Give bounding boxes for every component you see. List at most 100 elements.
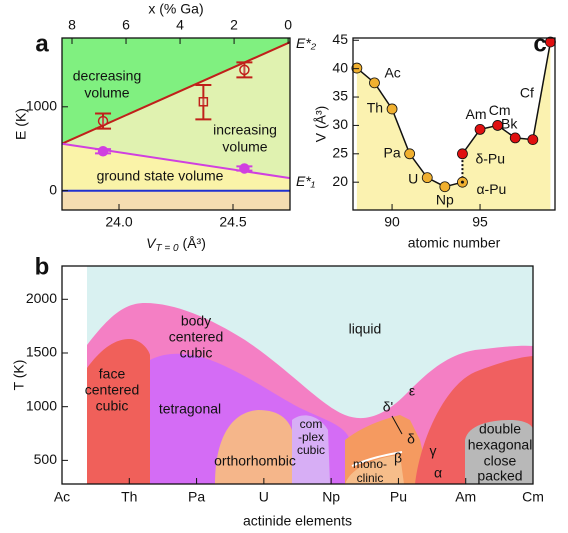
x-tick-label: 24.5 bbox=[219, 214, 246, 230]
y-tick-label: 30 bbox=[332, 116, 348, 132]
plot-frame bbox=[352, 37, 556, 211]
phase-label: mono- bbox=[353, 457, 387, 471]
marker bbox=[457, 148, 468, 160]
point-label: δ-Pu bbox=[475, 151, 505, 167]
area-fill bbox=[356, 41, 551, 210]
x-tick-label: 90 bbox=[384, 214, 400, 230]
phase-label: δ' bbox=[383, 399, 393, 415]
phase-label: liquid bbox=[349, 321, 382, 337]
x-axis-label-unit: (Å³) bbox=[183, 235, 206, 251]
y-tick-label: 45 bbox=[332, 31, 348, 47]
marker bbox=[97, 115, 109, 127]
phase-label: double bbox=[479, 421, 521, 437]
point-label: Bk bbox=[501, 116, 518, 132]
phase-label: com bbox=[300, 417, 323, 431]
x-tick-label: 24.0 bbox=[105, 214, 132, 230]
x2-tick-label: 0 bbox=[284, 17, 292, 33]
annotation: volume bbox=[84, 85, 129, 101]
marker bbox=[509, 132, 521, 144]
marker bbox=[492, 120, 504, 131]
marker bbox=[198, 97, 209, 107]
x-tick-label: Ac bbox=[54, 489, 70, 505]
panel-letter: c bbox=[533, 30, 546, 57]
y-tick-label: 40 bbox=[332, 59, 348, 75]
marker bbox=[439, 181, 451, 193]
marker bbox=[474, 123, 486, 135]
annotation: ground state volume bbox=[97, 168, 224, 184]
marker bbox=[527, 134, 539, 146]
y-tick-label: 20 bbox=[332, 173, 348, 189]
region bbox=[62, 190, 290, 210]
point-label: α-Pu bbox=[476, 181, 506, 197]
y-tick-label: 500 bbox=[34, 451, 58, 467]
dhcp-region bbox=[465, 420, 533, 484]
y-tick-label: 25 bbox=[332, 145, 348, 161]
marker bbox=[386, 103, 398, 115]
phase-label: tetragonal bbox=[159, 401, 221, 417]
annotation: volume bbox=[222, 139, 267, 155]
x-tick-label: U bbox=[259, 489, 269, 505]
y-axis-label: V (Å³) bbox=[313, 106, 329, 143]
x2-tick-label: 4 bbox=[176, 17, 184, 33]
point-label: Cf bbox=[520, 84, 534, 100]
x-axis-label: actinide elements bbox=[243, 513, 352, 529]
x-axis-label-sub: T = 0 bbox=[155, 243, 179, 254]
y-tick-label: 1000 bbox=[26, 98, 57, 114]
phase-label: centered bbox=[85, 382, 139, 398]
marker bbox=[97, 146, 109, 157]
phase-label: centered bbox=[169, 329, 223, 345]
phase-label: clinic bbox=[357, 471, 384, 485]
point-label: U bbox=[408, 170, 418, 186]
phase-label: β bbox=[394, 450, 402, 466]
phase-label: close bbox=[484, 453, 517, 469]
x-axis-label: VT = 0 (Å³) bbox=[146, 235, 206, 254]
x-tick-label: Cm bbox=[522, 489, 544, 505]
annotation: increasing bbox=[213, 122, 277, 138]
marker bbox=[239, 64, 250, 76]
y-tick-label: 1000 bbox=[26, 397, 57, 413]
phase-label: γ bbox=[430, 443, 437, 459]
phase-label: face bbox=[99, 366, 126, 382]
y-tick-label: 2000 bbox=[26, 290, 57, 306]
x2-axis-label: x (% Ga) bbox=[148, 1, 203, 17]
y-tick-label: 35 bbox=[332, 88, 348, 104]
region bbox=[62, 143, 290, 191]
orthorhombic-region bbox=[215, 410, 294, 484]
y-tick-label: 0 bbox=[49, 181, 57, 197]
complex-cubic-region bbox=[292, 415, 330, 484]
region bbox=[62, 42, 290, 179]
series-label: E*₂ bbox=[296, 35, 317, 51]
marker bbox=[421, 172, 433, 184]
phase-label: cubic bbox=[180, 345, 213, 361]
phase-label: δ bbox=[407, 431, 415, 447]
phase-label: -plex bbox=[298, 430, 324, 444]
point-label: Cm bbox=[489, 102, 511, 118]
marker-dot bbox=[460, 180, 464, 184]
panel-letter: a bbox=[35, 30, 49, 57]
x-tick-label: Th bbox=[121, 489, 137, 505]
plot-frame bbox=[61, 37, 291, 211]
point-label: Pa bbox=[384, 145, 401, 161]
phase-label: ε bbox=[409, 383, 415, 399]
phase-label: body bbox=[181, 313, 211, 329]
x-tick-label: Pa bbox=[188, 489, 205, 505]
y-axis-label: T (K) bbox=[11, 360, 27, 391]
phase-label: packed bbox=[477, 468, 522, 484]
point-label: Ac bbox=[384, 65, 400, 81]
x-tick-label: Pu bbox=[390, 489, 407, 505]
x-axis-label-var: V bbox=[146, 235, 157, 251]
fcc-region bbox=[87, 338, 150, 484]
marker bbox=[351, 62, 363, 74]
phase-label: cubic bbox=[297, 443, 325, 457]
x2-tick-label: 2 bbox=[230, 17, 238, 33]
y-tick-label: 1500 bbox=[26, 344, 57, 360]
annotation: decreasing bbox=[73, 68, 142, 84]
series-label: E*₁ bbox=[296, 173, 316, 189]
panel-letter: b bbox=[35, 253, 50, 280]
phase-label: hexagonal bbox=[468, 437, 533, 453]
marker bbox=[239, 163, 250, 174]
x2-tick-label: 6 bbox=[122, 17, 130, 33]
x2-tick-label: 8 bbox=[68, 17, 76, 33]
phase-label: α bbox=[434, 465, 442, 481]
